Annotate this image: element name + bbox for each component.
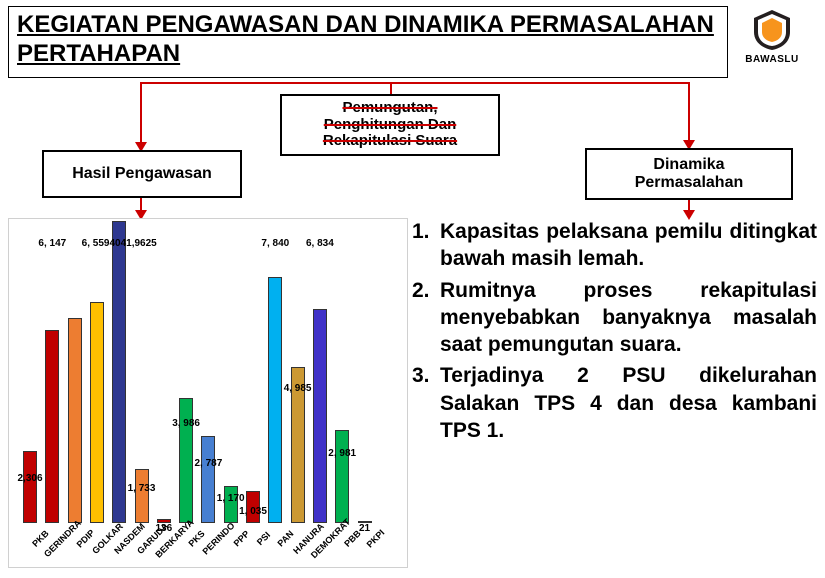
bar-perindo (201, 436, 215, 523)
xaxis-label: PSI (255, 530, 272, 547)
point-text: Kapasitas pelaksana pemilu ditingkat baw… (440, 218, 817, 273)
bar-label: 3, 986 (172, 418, 200, 429)
bar-demokrat (313, 309, 327, 523)
logo-icon (750, 8, 794, 52)
chart-panel: 2,3066, 1476, 5594041,96251, 7331363, 98… (8, 218, 408, 568)
bar-label: 4, 985 (284, 383, 312, 394)
connector-v-mid (390, 82, 392, 94)
bar-label: 6, 834 (306, 238, 334, 249)
box-pemungutan: Pemungutan, Penghitungan Dan Rekapitulas… (280, 94, 500, 156)
bawaslu-logo: BAWASLU (729, 8, 815, 65)
bar-pbb (335, 430, 349, 524)
box-left-label: Hasil Pengawasan (72, 165, 212, 183)
xaxis-label: PPP (231, 529, 251, 549)
bullet-point: 1.Kapasitas pelaksana pemilu ditingkat b… (412, 218, 817, 273)
bar-label: 1, 170 (217, 493, 245, 504)
bar-label: 1, 733 (128, 483, 156, 494)
bar-label: 2, 981 (328, 448, 356, 459)
chart-xaxis: PKBGERINDRAPDIPGOLKARNASDEMGARUDABERKARY… (19, 525, 397, 565)
bar-nasdem (112, 221, 126, 523)
connector-v-right (688, 82, 690, 140)
box-mid-label: Pemungutan, Penghitungan Dan Rekapitulas… (292, 100, 488, 150)
bar-label: 6, 5594041,9625 (82, 238, 157, 249)
box-hasil-pengawasan: Hasil Pengawasan (42, 150, 242, 198)
point-number: 2. (412, 277, 440, 359)
bar-garuda (135, 469, 149, 523)
bar-pks (179, 398, 193, 523)
bar-pan (268, 277, 282, 523)
xaxis-label: PBB (342, 528, 363, 549)
bar-gerindra (45, 330, 59, 523)
bar-pkb (23, 451, 37, 523)
point-number: 1. (412, 218, 440, 273)
box-dinamika: Dinamika Permasalahan (585, 148, 793, 200)
text-panel: 1.Kapasitas pelaksana pemilu ditingkat b… (412, 218, 817, 570)
bar-label: 2,306 (17, 473, 42, 484)
bar-pdip (68, 318, 82, 523)
bar-golkar (90, 302, 104, 523)
bar-label: 6, 147 (38, 238, 66, 249)
point-text: Rumitnya proses rekapitulasi menyebabkan… (440, 277, 817, 359)
connector-h (140, 82, 690, 84)
main-title: KEGIATAN PENGAWASAN DAN DINAMIKA PERMASA… (17, 11, 719, 69)
box-right-label: Dinamika Permasalahan (597, 156, 781, 191)
xaxis-label: PERINDO (201, 520, 237, 556)
logo-label: BAWASLU (729, 54, 815, 65)
bar-ppp (224, 486, 238, 523)
bar-label: 7, 840 (261, 238, 289, 249)
title-bar: KEGIATAN PENGAWASAN DAN DINAMIKA PERMASA… (8, 6, 728, 78)
slide-root: KEGIATAN PENGAWASAN DAN DINAMIKA PERMASA… (0, 0, 825, 578)
bullet-point: 2.Rumitnya proses rekapitulasi menyebabk… (412, 277, 817, 359)
bullet-point: 3.Terjadinya 2 PSU dikelurahan Salakan T… (412, 362, 817, 444)
bar-label: 1, 035 (239, 506, 267, 517)
point-text: Terjadinya 2 PSU dikelurahan Salakan TPS… (440, 362, 817, 444)
point-number: 3. (412, 362, 440, 444)
xaxis-label: PKPI (364, 528, 386, 550)
bar-label: 2, 787 (194, 458, 222, 469)
chart-area: 2,3066, 1476, 5594041,96251, 7331363, 98… (19, 223, 397, 523)
connector-v-left (140, 82, 142, 142)
